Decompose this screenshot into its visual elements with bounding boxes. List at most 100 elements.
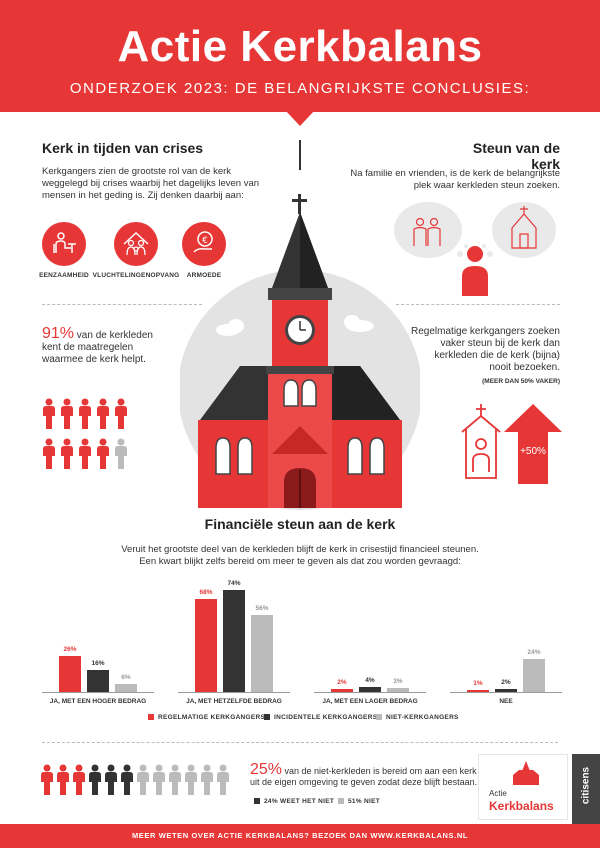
person-icon — [60, 398, 74, 430]
support-illustration — [394, 202, 556, 296]
chart-bar — [223, 590, 245, 692]
legend-label-weet-niet: 24% WEET HET NIET — [264, 798, 335, 805]
person-icon — [104, 764, 118, 796]
chart-baseline — [450, 692, 562, 693]
person-icon — [216, 764, 230, 796]
center-divider — [299, 140, 301, 170]
legend-swatch-incidenteel — [264, 714, 270, 720]
header-notch — [285, 110, 315, 126]
chart-value-label: 74% — [227, 580, 241, 588]
person-icon — [152, 764, 166, 796]
logo-line2: Kerkbalans — [489, 799, 554, 813]
svg-text:€: € — [202, 236, 208, 246]
euro-icon: € — [182, 222, 226, 266]
chart-bar — [87, 670, 109, 692]
chart-category-label: JA, MET EEN HOGER BEDRAG — [49, 698, 147, 705]
separator-right — [396, 304, 560, 305]
person-icon — [40, 764, 54, 796]
crises-title: Kerk in tijden van crises — [42, 140, 204, 156]
header-banner — [0, 0, 600, 112]
chart-value-label: 16% — [91, 660, 105, 667]
chart-value-label: 4% — [365, 676, 375, 684]
person-icon — [72, 764, 86, 796]
chart-baseline — [178, 692, 290, 693]
chart-baseline — [314, 692, 426, 693]
icon-label-armoede: ARMOEDE — [186, 272, 222, 279]
legend-label-regelmatig: REGELMATIGE KERKGANGERS — [158, 714, 266, 721]
icon-label-vluchtelingenopvang: VLUCHTELINGENOPVANG — [92, 272, 180, 279]
maatregelen-text: 91% van de kerkleden kent de maatregelen… — [42, 325, 153, 366]
chart-category-label: NEE — [499, 698, 513, 705]
niet-kerkleden-text: 25% van de niet-kerkleden is bereid om a… — [250, 761, 478, 788]
separator-left — [42, 304, 202, 305]
financieel-title: Financiële steun aan de kerk — [204, 516, 396, 532]
chart-value-label: 2% — [337, 679, 347, 687]
chart-bar — [359, 686, 381, 692]
person-icon — [88, 764, 102, 796]
church-person-icon — [461, 404, 501, 479]
person-icon — [56, 764, 70, 796]
chart-bar — [59, 656, 81, 692]
person-icon — [114, 398, 128, 430]
person-icon — [42, 438, 56, 470]
person-icon — [120, 764, 134, 796]
kerkbalans-logo: Actie Kerkbalans — [478, 754, 568, 820]
person-icon — [42, 398, 56, 430]
chart-value-label: 26% — [63, 646, 77, 654]
page-subtitle: ONDERZOEK 2023: DE BELANGRIJKSTE CONCLUS… — [69, 80, 531, 97]
chart-value-label: 6% — [121, 673, 131, 681]
maatregelen-pct: 91% — [42, 325, 75, 342]
icon-label-eenzaamheid: EENZAAMHEID — [39, 272, 89, 279]
chart-bar — [115, 683, 137, 692]
person-icon — [200, 764, 214, 796]
logo-church-icon — [513, 761, 539, 785]
citisens-strip: citisens — [572, 754, 600, 824]
chart-category-label: JA, MET HETZELFDE BEDRAG — [186, 698, 282, 705]
chart-bar — [495, 689, 517, 692]
growth-arrow-icon — [504, 404, 562, 484]
chart-value-label: 3% — [393, 677, 403, 685]
separator-bottom — [42, 742, 558, 743]
legend-label-incidenteel: INCIDENTELE KERKGANGERS — [274, 714, 378, 721]
financieel-text: Veruit het grootste deel van de kerklede… — [121, 544, 479, 567]
growth-arrow-label: +50% — [520, 446, 546, 457]
steun-text: Na familie en vrienden, is de kerk de be… — [350, 168, 560, 191]
chart-bar — [467, 690, 489, 692]
refugees-icon — [114, 222, 158, 266]
person-icon — [168, 764, 182, 796]
legend-swatch-niet-geven — [338, 798, 344, 804]
chart-value-label: 24% — [527, 649, 541, 656]
church-illustration — [180, 194, 420, 510]
chart-baseline — [42, 692, 154, 693]
logo-line1: Actie — [489, 789, 507, 798]
crises-text: Kerkgangers zien de grootste rol van de … — [42, 166, 260, 201]
lonely-person-icon — [42, 222, 86, 266]
person-icon — [96, 438, 110, 470]
legend-swatch-niet — [376, 714, 382, 720]
regelmatig-note: (MEER DAN 50% VAKER) — [482, 378, 560, 385]
footer-banner: MEER WETEN OVER ACTIE KERKBALANS? BEZOEK… — [0, 824, 600, 848]
chart-value-label: 68% — [199, 588, 213, 596]
person-icon — [136, 764, 150, 796]
niet-kerkleden-pct: 25% — [250, 761, 283, 778]
legend-label-niet-geven: 51% NIET — [348, 798, 381, 805]
chart-category-label: JA, MET EEN LAGER BEDRAG — [322, 698, 418, 705]
legend-swatch-weet-niet — [254, 798, 260, 804]
person-icon — [78, 398, 92, 430]
regelmatig-text: Regelmatige kerkgangers zoeken vaker ste… — [411, 326, 560, 373]
chart-bar — [331, 689, 353, 692]
chart-value-label: 56% — [255, 605, 269, 612]
person-icon — [114, 438, 128, 470]
citisens-label: citisens — [580, 766, 592, 805]
chart-bar — [523, 659, 545, 692]
chart-bar — [387, 687, 409, 692]
steun-title: Steun van de kerk — [472, 140, 560, 172]
chart-value-label: 2% — [501, 679, 511, 687]
legend-swatch-regelmatig — [148, 714, 154, 720]
person-icon — [78, 438, 92, 470]
person-icon — [60, 438, 74, 470]
page-title: Actie Kerkbalans — [117, 22, 483, 71]
legend-label-niet: NIET-KERKGANGERS — [386, 714, 459, 721]
person-icon — [96, 398, 110, 430]
chart-bar — [195, 598, 217, 692]
